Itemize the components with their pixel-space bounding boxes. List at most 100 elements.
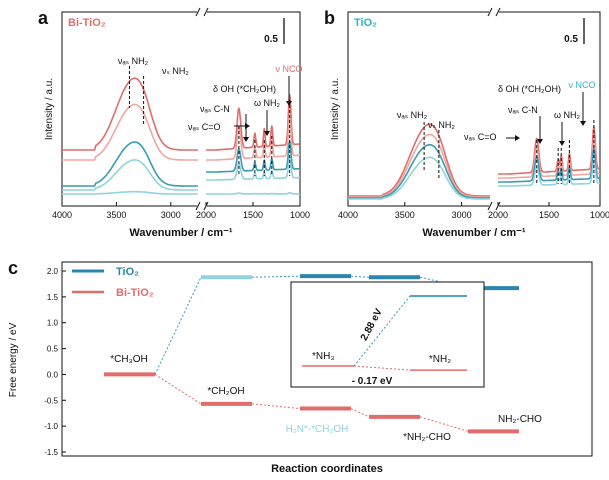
panel_b-xtick-label: 4000 [338,210,358,220]
panel_b-legend: TiO₂ [354,17,377,29]
panel_b-xtick-label: 2000 [488,210,508,220]
panel_a-spectrum-right-2 [205,140,301,173]
panel_a-spectrum-left-1 [62,103,198,161]
panel_b-ylabel: Intensity / a.u. [330,78,341,140]
panel-c-letter: c [8,258,18,278]
panel_b-spectrum-left-0 [348,123,490,197]
panel_a-ylabel: Intensity / a.u. [44,78,55,140]
panel_b-ann-w_nh2: ω NH₂ [554,110,581,120]
panel_b-spectrum-right-1 [497,138,601,179]
panel_b-xtick-label: 1500 [539,210,559,220]
panel_a-xtick-label: 3000 [161,210,181,220]
panel-c-ytick-label: 1.0 [47,319,59,328]
panel-c-ytick-label: 2.0 [47,267,59,276]
panel_a-ann-w_nh2: ω NH₂ [254,98,281,108]
panel_a-spectrum-left-2 [62,141,198,187]
panel-c-legend-tio2: TiO₂ [116,266,139,278]
panel_b-ann-vs_nh2: νₛ NH₂ [428,120,455,130]
panel_a-spectrum-left-3 [62,159,198,191]
panel_b-ann-d_oh: δ OH (*CH₂OH) [498,84,561,94]
panel-c-ytick-label: 0.5 [47,345,59,354]
panel-c-inset-nh3: *NH₃ [312,351,334,362]
panel-c-ytick-label: -0.5 [44,396,58,405]
panel_a-spectrum-right-4 [205,191,301,195]
panel_a-letter: a [38,8,49,28]
panel_b-arrow-3-head [580,121,586,126]
panel-c-frame [61,261,593,457]
panel_b-xlabel: Wavenumber / cm⁻¹ [422,227,526,239]
panel_b-arrow-0-head [515,135,520,141]
panel_b-ann-vas_co: νₐₛ C=O [464,132,496,142]
panel-c-xlabel: Reaction coordinates [271,463,383,475]
panel-c-inset-frame [290,281,485,388]
panel-c-ytick-label: -1.0 [44,422,58,431]
panel_a-scale-label: 0.5 [264,34,278,45]
panel_b-ann-vas_nh2: νₐₛ NH₂ [397,110,428,120]
panel_b-arrow-2-head [559,141,565,146]
panel_b-ann-v_nco: ν NCO [569,80,596,90]
panel_a-spectrum-right-1 [205,115,301,161]
panel_a-xtick-label: 3500 [106,210,126,220]
panel_a-frame [61,11,301,207]
panel-c-inset-nh2: *NH₂ [429,354,451,365]
panel_b-spectrum-right-3 [497,160,601,187]
panel_a-arrow-2-head [264,131,270,136]
panel_b-spectrum-left-1 [348,133,490,198]
panel_b-spectrum-left-2 [348,144,490,199]
panel_a-spectrum-right-3 [205,157,301,181]
panel-c-ylabel: Free energy / eV [8,322,19,397]
panel_b-spectrum-left-3 [348,156,490,200]
panel_a-legend: Bi-TiO₂ [68,17,106,29]
panel-c-connector-bi [251,403,301,410]
panel_b-ann-vas_cn: νₐₛ C-N [508,105,538,115]
panel_a-break-top [195,7,209,17]
panel_a-xtick-label: 2000 [196,210,216,220]
panel_a-ann-vas_cn: νₐₛ C-N [200,104,230,114]
panel-c-legend-bi: Bi-TiO₂ [116,287,154,299]
panel_b-break-top [487,7,501,17]
panel_a-break-mask-bottom [197,203,207,209]
panel-c-connector-bi [350,408,370,418]
panel-c-label-s2: H₂N*-*CH₂OH [286,424,349,435]
panel-c-label-s1: *CH₂OH [207,386,244,397]
panel_b-spectrum-right-2 [497,147,601,183]
panel_a-break-mask-top [197,9,207,15]
panel_b-xtick-label: 3000 [452,210,472,220]
panel_b-scale-label: 0.5 [564,34,578,45]
panel_b-xtick-label: 3500 [395,210,415,220]
panel_a-xtick-label: 1500 [243,210,263,220]
panel_a-spectrum-right-0 [205,93,301,151]
panel_a-ann-vas_nh2: νₐₛ NH₂ [118,56,149,66]
panel-c-ytick-label: 1.5 [47,293,59,302]
panel_b-letter: b [324,8,335,28]
panel-c-connector-tio2 [251,275,301,278]
panel-c-connector-tio2-start [154,276,202,375]
panel-c-label-s4: NH₂-CHO [498,414,542,425]
panel_a-arrow-3-head [286,101,292,106]
panel_a-spectrum-left-0 [62,77,198,151]
panel_a-ann-d_oh: δ OH (*CH₂OH) [213,84,276,94]
panel_a-xtick-label: 1000 [290,210,310,220]
panel_a-ann-vs_nh2: νₛ NH₂ [162,66,189,76]
panel_b-frame [347,11,601,207]
panel-c-connector-bi [154,374,202,405]
panel_a-arrow-1-head [243,137,249,142]
panel-c-connector-bi [419,416,469,432]
panel_b-spectrum-right-0 [497,125,601,175]
panel-c-inset-connector-tio2 [353,295,411,367]
panel_a-xlabel: Wavenumber / cm⁻¹ [129,227,233,239]
panel-c-connector-tio2 [350,275,370,278]
panel-c-inset-energy-bi: - 0.17 eV [352,376,393,387]
panel-c-label-s0: *CH₃OH [110,354,147,365]
panel_a-ann-v_nco: ν NCO [276,64,303,74]
panel_b-break-mask-bottom [489,203,499,209]
panel-c-label-s3: *NH₂-CHO [403,432,451,443]
panel_a-xtick-label: 4000 [52,210,72,220]
panel_b-arrow-1-head [537,139,543,144]
panel_b-xtick-label: 1000 [590,210,609,220]
panel-c-ytick-label: 0.0 [47,370,59,379]
panel-c-ytick-label: -1.5 [44,448,58,457]
panel-c-inset-connector-bi [353,365,411,371]
panel_a-spectrum-left-4 [62,190,198,195]
